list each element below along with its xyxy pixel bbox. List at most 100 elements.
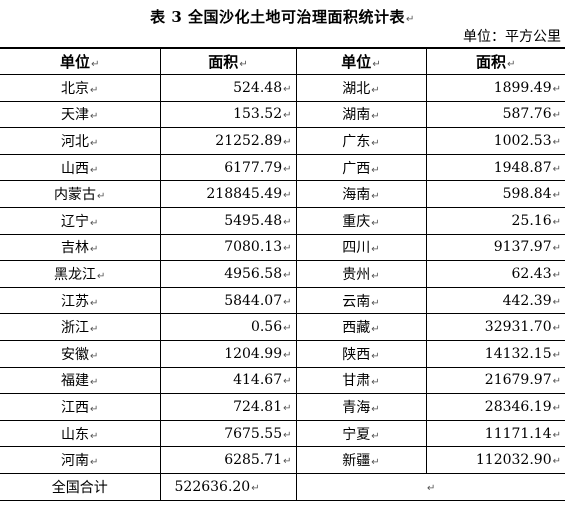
cell-mark-icon: ↵	[371, 297, 380, 309]
table-body: 单位↵ 面积↵ 单位↵ 面积↵ 北京↵ 524.48↵ 湖北↵ 1899.49↵ 天津↵…	[0, 47, 565, 501]
header-area-right: 面积↵	[425, 47, 565, 76]
cell-mark-icon: ↵	[283, 243, 292, 255]
total-value: 522636.20↵	[159, 473, 297, 501]
area-cell: 598.84↵	[425, 180, 565, 209]
table-row: 安徽↵ 1204.99↵ 陕西↵ 14132.15↵	[0, 340, 565, 368]
cell-mark-icon: ↵	[239, 59, 248, 71]
unit-cell: 湖南↵	[295, 100, 427, 129]
table-row: 山东↵ 7675.55↵ 宁夏↵ 11171.14↵	[0, 419, 565, 448]
area-cell: 0.56↵	[159, 313, 297, 342]
area-cell: 7080.13↵	[159, 233, 297, 262]
cell-mark-icon: ↵	[552, 403, 561, 415]
cell-mark-icon: ↵	[97, 191, 106, 203]
cell-mark-icon: ↵	[283, 216, 292, 228]
table-title: 表 3 全国沙化土地可治理面积统计表↵	[0, 6, 565, 27]
cell-mark-icon: ↵	[427, 482, 436, 494]
area-cell: 4956.58↵	[159, 260, 297, 288]
area-cell: 7675.55↵	[159, 419, 297, 448]
unit-cell: 山西↵	[0, 153, 161, 182]
cell-mark-icon: ↵	[371, 377, 380, 389]
cell-mark-icon: ↵	[90, 164, 99, 176]
area-cell: 6177.79↵	[159, 153, 297, 182]
unit-cell: 河南↵	[0, 446, 161, 474]
cell-mark-icon: ↵	[371, 457, 380, 469]
unit-cell: 海南↵	[295, 180, 427, 209]
cell-mark-icon: ↵	[371, 84, 380, 96]
cell-mark-icon: ↵	[97, 271, 106, 283]
cell-mark-icon: ↵	[371, 164, 380, 176]
cell-mark-icon: ↵	[552, 456, 561, 468]
area-cell: 14132.15↵	[425, 340, 565, 368]
cell-mark-icon: ↵	[91, 59, 100, 71]
unit-cell: 广东↵	[295, 127, 427, 155]
area-cell: 218845.49↵	[159, 180, 297, 209]
area-cell: 1948.87↵	[425, 153, 565, 182]
cell-mark-icon: ↵	[90, 350, 99, 362]
area-cell: 724.81↵	[159, 393, 297, 421]
cell-mark-icon: ↵	[552, 376, 561, 388]
cell-mark-icon: ↵	[283, 163, 292, 175]
cell-mark-icon: ↵	[371, 244, 380, 256]
table-row: 福建↵ 414.67↵ 甘肃↵ 21679.97↵	[0, 366, 565, 395]
cell-mark-icon: ↵	[283, 296, 292, 308]
cell-mark-icon: ↵	[371, 217, 380, 229]
unit-cell: 河北↵	[0, 127, 161, 155]
cell-mark-icon: ↵	[283, 323, 292, 335]
cell-mark-icon: ↵	[371, 271, 380, 283]
table-row: 黑龙江↵ 4956.58↵ 贵州↵ 62.43↵	[0, 260, 565, 288]
unit-cell: 重庆↵	[295, 207, 427, 235]
unit-cell: 贵州↵	[295, 260, 427, 288]
cell-mark-icon: ↵	[90, 244, 99, 256]
cell-mark-icon: ↵	[552, 296, 561, 308]
paragraph-mark-icon: ↵	[406, 14, 415, 25]
table-row: 河南↵ 6285.71↵ 新疆↵ 112032.90↵	[0, 446, 565, 474]
cell-mark-icon: ↵	[283, 83, 292, 95]
cell-mark-icon: ↵	[552, 216, 561, 228]
cell-mark-icon: ↵	[371, 430, 380, 442]
cell-mark-icon: ↵	[283, 270, 292, 282]
cell-mark-icon: ↵	[251, 482, 260, 494]
cell-mark-icon: ↵	[552, 163, 561, 175]
area-cell: 9137.97↵	[425, 233, 565, 262]
unit-note: 单位：平方公里	[463, 29, 561, 45]
area-cell: 1002.53↵	[425, 127, 565, 155]
header-unit-left: 单位↵	[0, 47, 161, 76]
area-cell: 442.39↵	[425, 286, 565, 315]
cell-mark-icon: ↵	[552, 243, 561, 255]
table-row: 天津↵ 153.52↵ 湖南↵ 587.76↵	[0, 100, 565, 129]
area-cell: 153.52↵	[159, 100, 297, 129]
total-label: 全国合计	[0, 473, 161, 501]
area-cell: 112032.90↵	[425, 446, 565, 474]
unit-cell: 北京↵	[0, 74, 161, 102]
cell-mark-icon: ↵	[371, 404, 380, 416]
cell-mark-icon: ↵	[552, 429, 561, 441]
table-row: 江苏↵ 5844.07↵ 云南↵ 442.39↵	[0, 286, 565, 315]
cell-mark-icon: ↵	[371, 138, 380, 150]
unit-cell: 黑龙江↵	[0, 260, 161, 288]
cell-mark-icon: ↵	[90, 377, 99, 389]
cell-mark-icon: ↵	[90, 217, 99, 229]
area-cell: 1204.99↵	[159, 340, 297, 368]
cell-mark-icon: ↵	[507, 59, 516, 71]
unit-cell: 新疆↵	[295, 446, 427, 474]
area-cell: 414.67↵	[159, 366, 297, 395]
unit-cell: 福建↵	[0, 366, 161, 395]
table-title-text: 表 3 全国沙化土地可治理面积统计表	[150, 8, 405, 26]
area-cell: 25.16↵	[425, 207, 565, 235]
area-cell: 5495.48↵	[159, 207, 297, 235]
table-row: 北京↵ 524.48↵ 湖北↵ 1899.49↵	[0, 74, 565, 102]
area-cell: 32931.70↵	[425, 313, 565, 342]
unit-cell: 甘肃↵	[295, 366, 427, 395]
statistics-table: 单位↵ 面积↵ 单位↵ 面积↵ 北京↵ 524.48↵ 湖北↵ 1899.49↵ 天津↵…	[0, 47, 565, 501]
cell-mark-icon: ↵	[371, 111, 380, 123]
cell-mark-icon: ↵	[283, 190, 292, 202]
unit-cell: 陕西↵	[295, 340, 427, 368]
table-row: 浙江↵ 0.56↵ 西藏↵ 32931.70↵	[0, 313, 565, 342]
unit-cell: 青海↵	[295, 393, 427, 421]
unit-cell: 湖北↵	[295, 74, 427, 102]
cell-mark-icon: ↵	[283, 376, 292, 388]
area-cell: 21679.97↵	[425, 366, 565, 395]
cell-mark-icon: ↵	[552, 83, 561, 95]
cell-mark-icon: ↵	[283, 137, 292, 149]
area-cell: 587.76↵	[425, 100, 565, 129]
